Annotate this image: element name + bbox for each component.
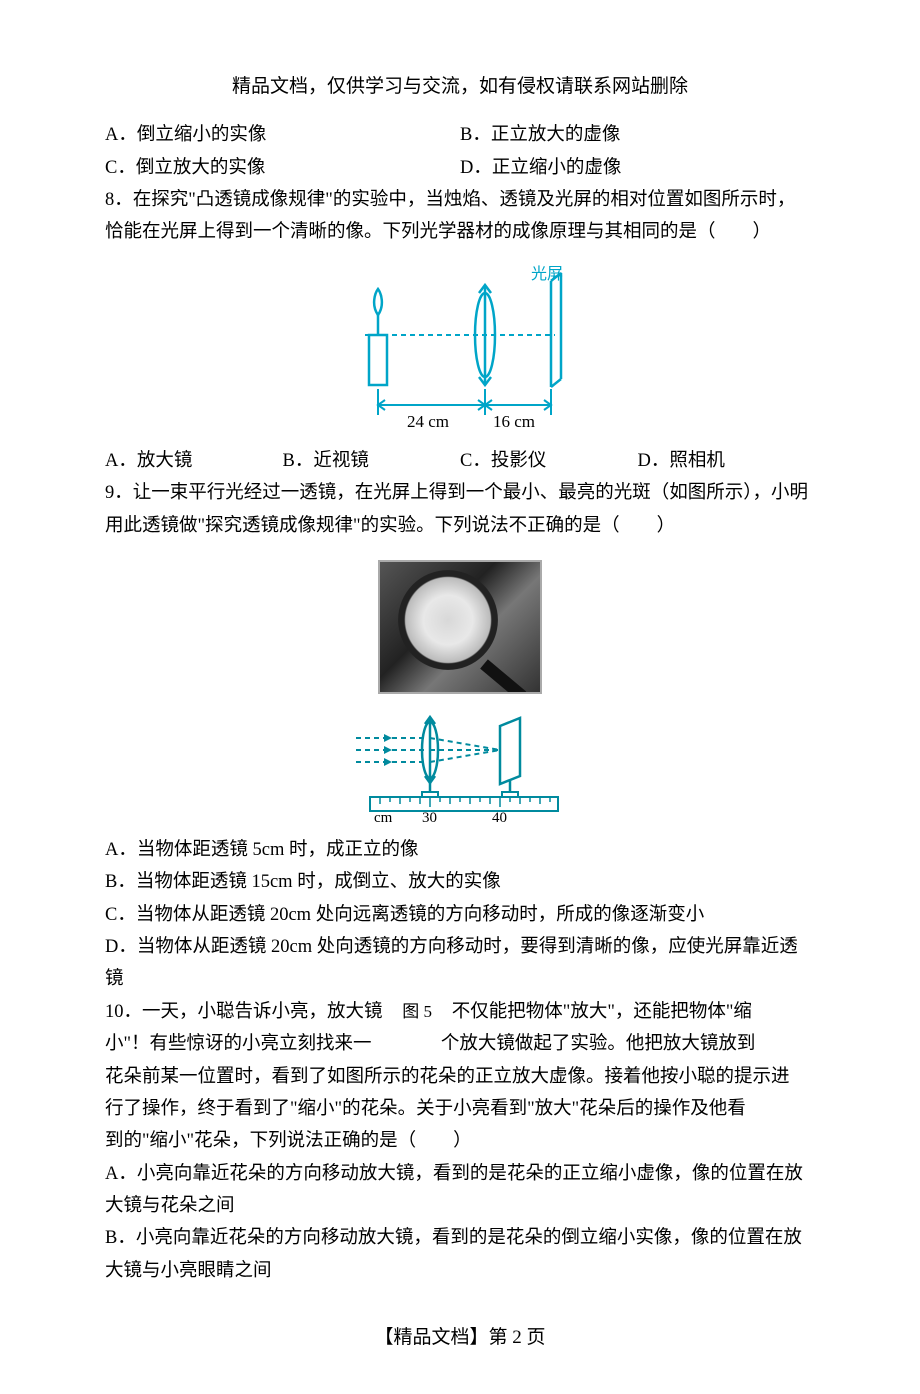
q8-diagram: 光屏 24 cm 16 cm [105, 265, 815, 435]
q10-line2: 小"！有些惊讶的小亮立刻找来一 个放大镜做起了实验。他把放大镜放到 [105, 1028, 815, 1060]
q9-figures: cm 30 40 [105, 560, 815, 822]
q9-ruler-tick-30: 30 [422, 810, 437, 822]
magnifier-ring-icon [398, 570, 498, 670]
q7-opt-a: A．倒立缩小的实像 [105, 119, 460, 151]
q8-diagram-svg: 光屏 24 cm 16 cm [335, 265, 585, 435]
q8-stem-line2: 恰能在光屏上得到一个清晰的像。下列光学器材的成像原理与其相同的是（ ） [105, 216, 815, 248]
page: 精品文档，仅供学习与交流，如有侵权请联系网站删除 A．倒立缩小的实像 B．正立放… [0, 0, 920, 1394]
header-note: 精品文档，仅供学习与交流，如有侵权请联系网站删除 [105, 70, 815, 103]
q9-ruler-diagram: cm 30 40 [350, 712, 570, 822]
q10-line1: 10．一天，小聪告诉小亮，放大镜 图 5 不仅能把物体"放大"，还能把物体"缩 [105, 996, 815, 1028]
q9-opt-d: D．当物体从距透镜 20cm 处向透镜的方向移动时，要得到清晰的像，应使光屏靠近… [105, 931, 815, 996]
q7-options-row2: C．倒立放大的实像 D．正立缩小的虚像 [105, 152, 815, 184]
q8-stem-line1: 8．在探究"凸透镜成像规律"的实验中，当烛焰、透镜及光屏的相对位置如图所示时， [105, 184, 815, 216]
q9-ruler-tick-40: 40 [492, 810, 507, 822]
q8-dim-left: 24 cm [407, 412, 449, 431]
q8-opt-b: B．近视镜 [283, 445, 461, 477]
q9-stem-line1: 9．让一束平行光经过一透镜，在光屏上得到一个最小、最亮的光斑（如图所示），小明 [105, 477, 815, 509]
q9-opt-a: A．当物体距透镜 5cm 时，成正立的像 [105, 834, 815, 866]
magnifier-handle-icon [480, 659, 526, 694]
q7-opt-b: B．正立放大的虚像 [460, 119, 815, 151]
q9-stem-line2: 用此透镜做"探究透镜成像规律"的实验。下列说法不正确的是（ ） [105, 510, 815, 542]
q10-opt-b-l1: B．小亮向靠近花朵的方向移动放大镜，看到的是花朵的倒立缩小实像，像的位置在放 [105, 1222, 815, 1254]
q9-opt-c: C．当物体从距透镜 20cm 处向远离透镜的方向移动时，所成的像逐渐变小 [105, 899, 815, 931]
q10-stem2b: 个放大镜做起了实验。他把放大镜放到 [441, 1034, 756, 1054]
q9-opt-b: B．当物体距透镜 15cm 时，成倒立、放大的实像 [105, 866, 815, 898]
q10-line3: 花朵前某一位置时，看到了如图所示的花朵的正立放大虚像。接着他按小聪的提示进 [105, 1061, 815, 1093]
q10-opt-a-l1: A．小亮向靠近花朵的方向移动放大镜，看到的是花朵的正立缩小虚像，像的位置在放 [105, 1158, 815, 1190]
q10-stem1b: 不仅能把物体"放大"，还能把物体"缩 [452, 1002, 752, 1022]
q9-photo-magnifier [378, 560, 542, 694]
q8-label-screen: 光屏 [531, 265, 563, 283]
q10-stem2a: 小"！有些惊讶的小亮立刻找来一 [105, 1034, 372, 1054]
q10-line5: 到的"缩小"花朵，下列说法正确的是（ ） [105, 1125, 815, 1157]
q10-fig-label: 图 5 [387, 997, 447, 1027]
q8-opt-c: C．投影仪 [460, 445, 638, 477]
q8-opt-a: A．放大镜 [105, 445, 283, 477]
q7-opt-d: D．正立缩小的虚像 [460, 152, 815, 184]
q7-options-row1: A．倒立缩小的实像 B．正立放大的虚像 [105, 119, 815, 151]
q8-options: A．放大镜 B．近视镜 C．投影仪 D．照相机 [105, 445, 815, 477]
q10-stem1a: 10．一天，小聪告诉小亮，放大镜 [105, 1002, 383, 1022]
q10-line4: 行了操作，终于看到了"缩小"的花朵。关于小亮看到"放大"花朵后的操作及他看 [105, 1093, 815, 1125]
q10-opt-a-l2: 大镜与花朵之间 [105, 1190, 815, 1222]
q8-opt-d: D．照相机 [638, 445, 816, 477]
page-footer: 【精品文档】第 2 页 [105, 1321, 815, 1354]
q10-opt-b-l2: 大镜与小亮眼睛之间 [105, 1255, 815, 1287]
q8-dim-right: 16 cm [493, 412, 535, 431]
q7-opt-c: C．倒立放大的实像 [105, 152, 460, 184]
q9-ruler-unit: cm [374, 810, 393, 822]
